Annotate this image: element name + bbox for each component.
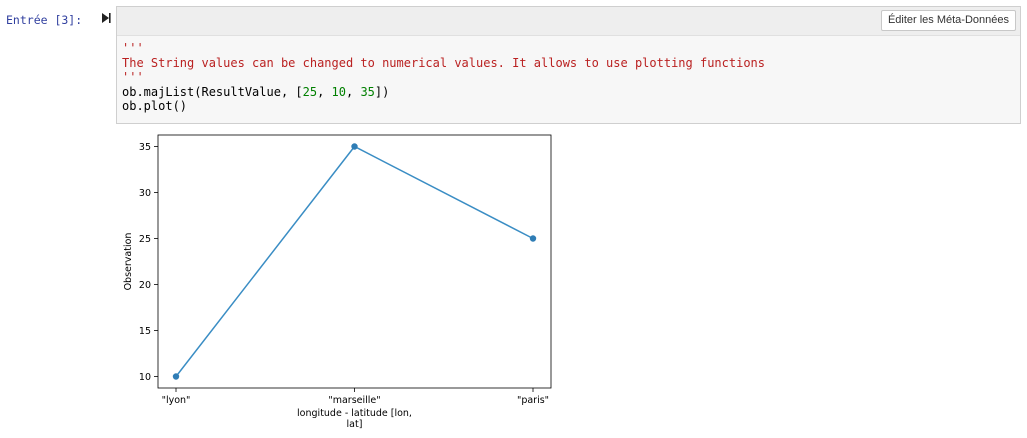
plot-frame xyxy=(157,134,552,389)
code-editor[interactable]: ''' The String values can be changed to n… xyxy=(122,41,1020,114)
code-line: ob.plot() xyxy=(122,99,188,113)
code-line: The String values can be changed to nume… xyxy=(122,55,765,70)
y-tick-label: 15 xyxy=(139,326,151,337)
run-cell-icon[interactable] xyxy=(101,12,111,24)
y-tick-label: 20 xyxy=(139,280,151,291)
y-tick-label: 25 xyxy=(139,234,151,245)
x-tick-label: "marseille" xyxy=(328,395,380,406)
x-tick-label: "lyon" xyxy=(162,395,191,406)
code-line: ''' xyxy=(122,41,144,55)
code-line: ob.majList(ResultValue, [25, 10, 35]) xyxy=(122,84,390,99)
y-axis-label: Observation xyxy=(123,233,134,291)
edit-metadata-button[interactable]: Éditer les Méta-Données xyxy=(880,10,1016,31)
output-chart: 10 15 20 25 30 35 "lyon" "marseille" "paris" long… xyxy=(123,134,552,430)
y-tick-label: 35 xyxy=(139,142,151,153)
cell-toolbar: Éditer les Méta-Données xyxy=(117,7,1020,36)
input-prompt: Entrée [3]: xyxy=(6,13,83,27)
y-tick-label: 10 xyxy=(139,372,151,383)
code-cell[interactable]: Éditer les Méta-Données ''' The String va… xyxy=(116,6,1021,124)
x-axis-label: lat] xyxy=(347,419,363,430)
data-point xyxy=(172,373,180,380)
data-point xyxy=(351,143,358,150)
data-point xyxy=(529,235,537,242)
x-tick-label: "paris" xyxy=(517,395,549,406)
y-tick-label: 30 xyxy=(139,188,151,199)
code-line: ''' xyxy=(122,70,144,84)
x-axis-label: longitude - latitude [lon, xyxy=(297,408,412,419)
